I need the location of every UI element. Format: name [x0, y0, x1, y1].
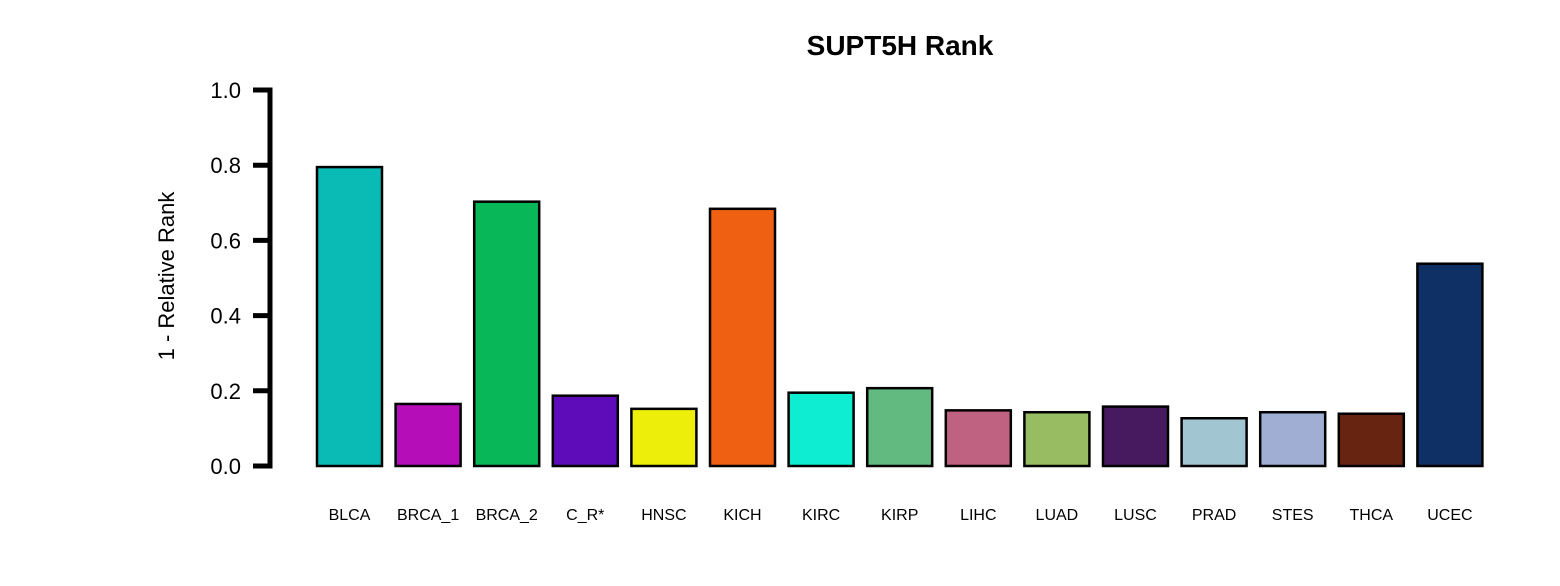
bar-brca-1 — [394, 402, 462, 468]
bar-prad — [1180, 416, 1248, 468]
x-tick-label: LUAD — [1036, 507, 1079, 524]
bar-lusc — [1101, 405, 1170, 468]
y-tick-label: 0.2 — [210, 379, 241, 404]
bar-luad — [1023, 410, 1091, 468]
x-tick-label: UCEC — [1427, 507, 1472, 524]
x-tick-label: PRAD — [1192, 507, 1236, 524]
x-axis-labels: BLCA BRCA_1 BRCA_2 C_R* HNSC KICH KIRC KIRP LIHC… — [329, 507, 1473, 524]
bar-kirp — [865, 386, 934, 468]
x-tick-label: STES — [1272, 507, 1314, 524]
y-tick-label: 0.8 — [210, 153, 241, 178]
bar-thca — [1337, 412, 1406, 468]
bar-stes — [1258, 410, 1327, 468]
x-tick-label: BLCA — [329, 507, 371, 524]
bar-c-r — [551, 394, 620, 468]
bar-kich — [708, 207, 777, 468]
bar-lihc — [944, 409, 1013, 468]
chart-title: SUPT5H Rank — [807, 30, 994, 61]
bar-hnsc — [630, 407, 698, 468]
x-tick-label: KIRP — [881, 507, 918, 524]
bar-brca-2 — [472, 200, 541, 468]
x-tick-label: THCA — [1350, 507, 1394, 524]
bars — [315, 165, 1484, 468]
y-tick-label: 1.0 — [210, 78, 241, 103]
x-tick-label: KICH — [723, 507, 761, 524]
bar-blca — [315, 165, 384, 468]
bar-ucec — [1416, 262, 1484, 468]
x-tick-label: C_R* — [566, 507, 604, 524]
y-tick-label: 0.0 — [210, 454, 241, 479]
y-axis: 0.0 0.2 0.4 0.6 0.8 1.0 — [210, 78, 273, 479]
y-tick-label: 0.6 — [210, 228, 241, 253]
x-tick-label: BRCA_2 — [476, 507, 538, 524]
y-tick-label: 0.4 — [210, 304, 241, 329]
x-tick-label: BRCA_1 — [397, 507, 459, 524]
x-tick-label: HNSC — [641, 507, 686, 524]
x-tick-label: LUSC — [1114, 507, 1157, 524]
x-tick-label: KIRC — [802, 507, 840, 524]
bar-kirc — [787, 391, 855, 468]
y-axis-label: 1 - Relative Rank — [154, 191, 179, 361]
x-tick-label: LIHC — [960, 507, 996, 524]
